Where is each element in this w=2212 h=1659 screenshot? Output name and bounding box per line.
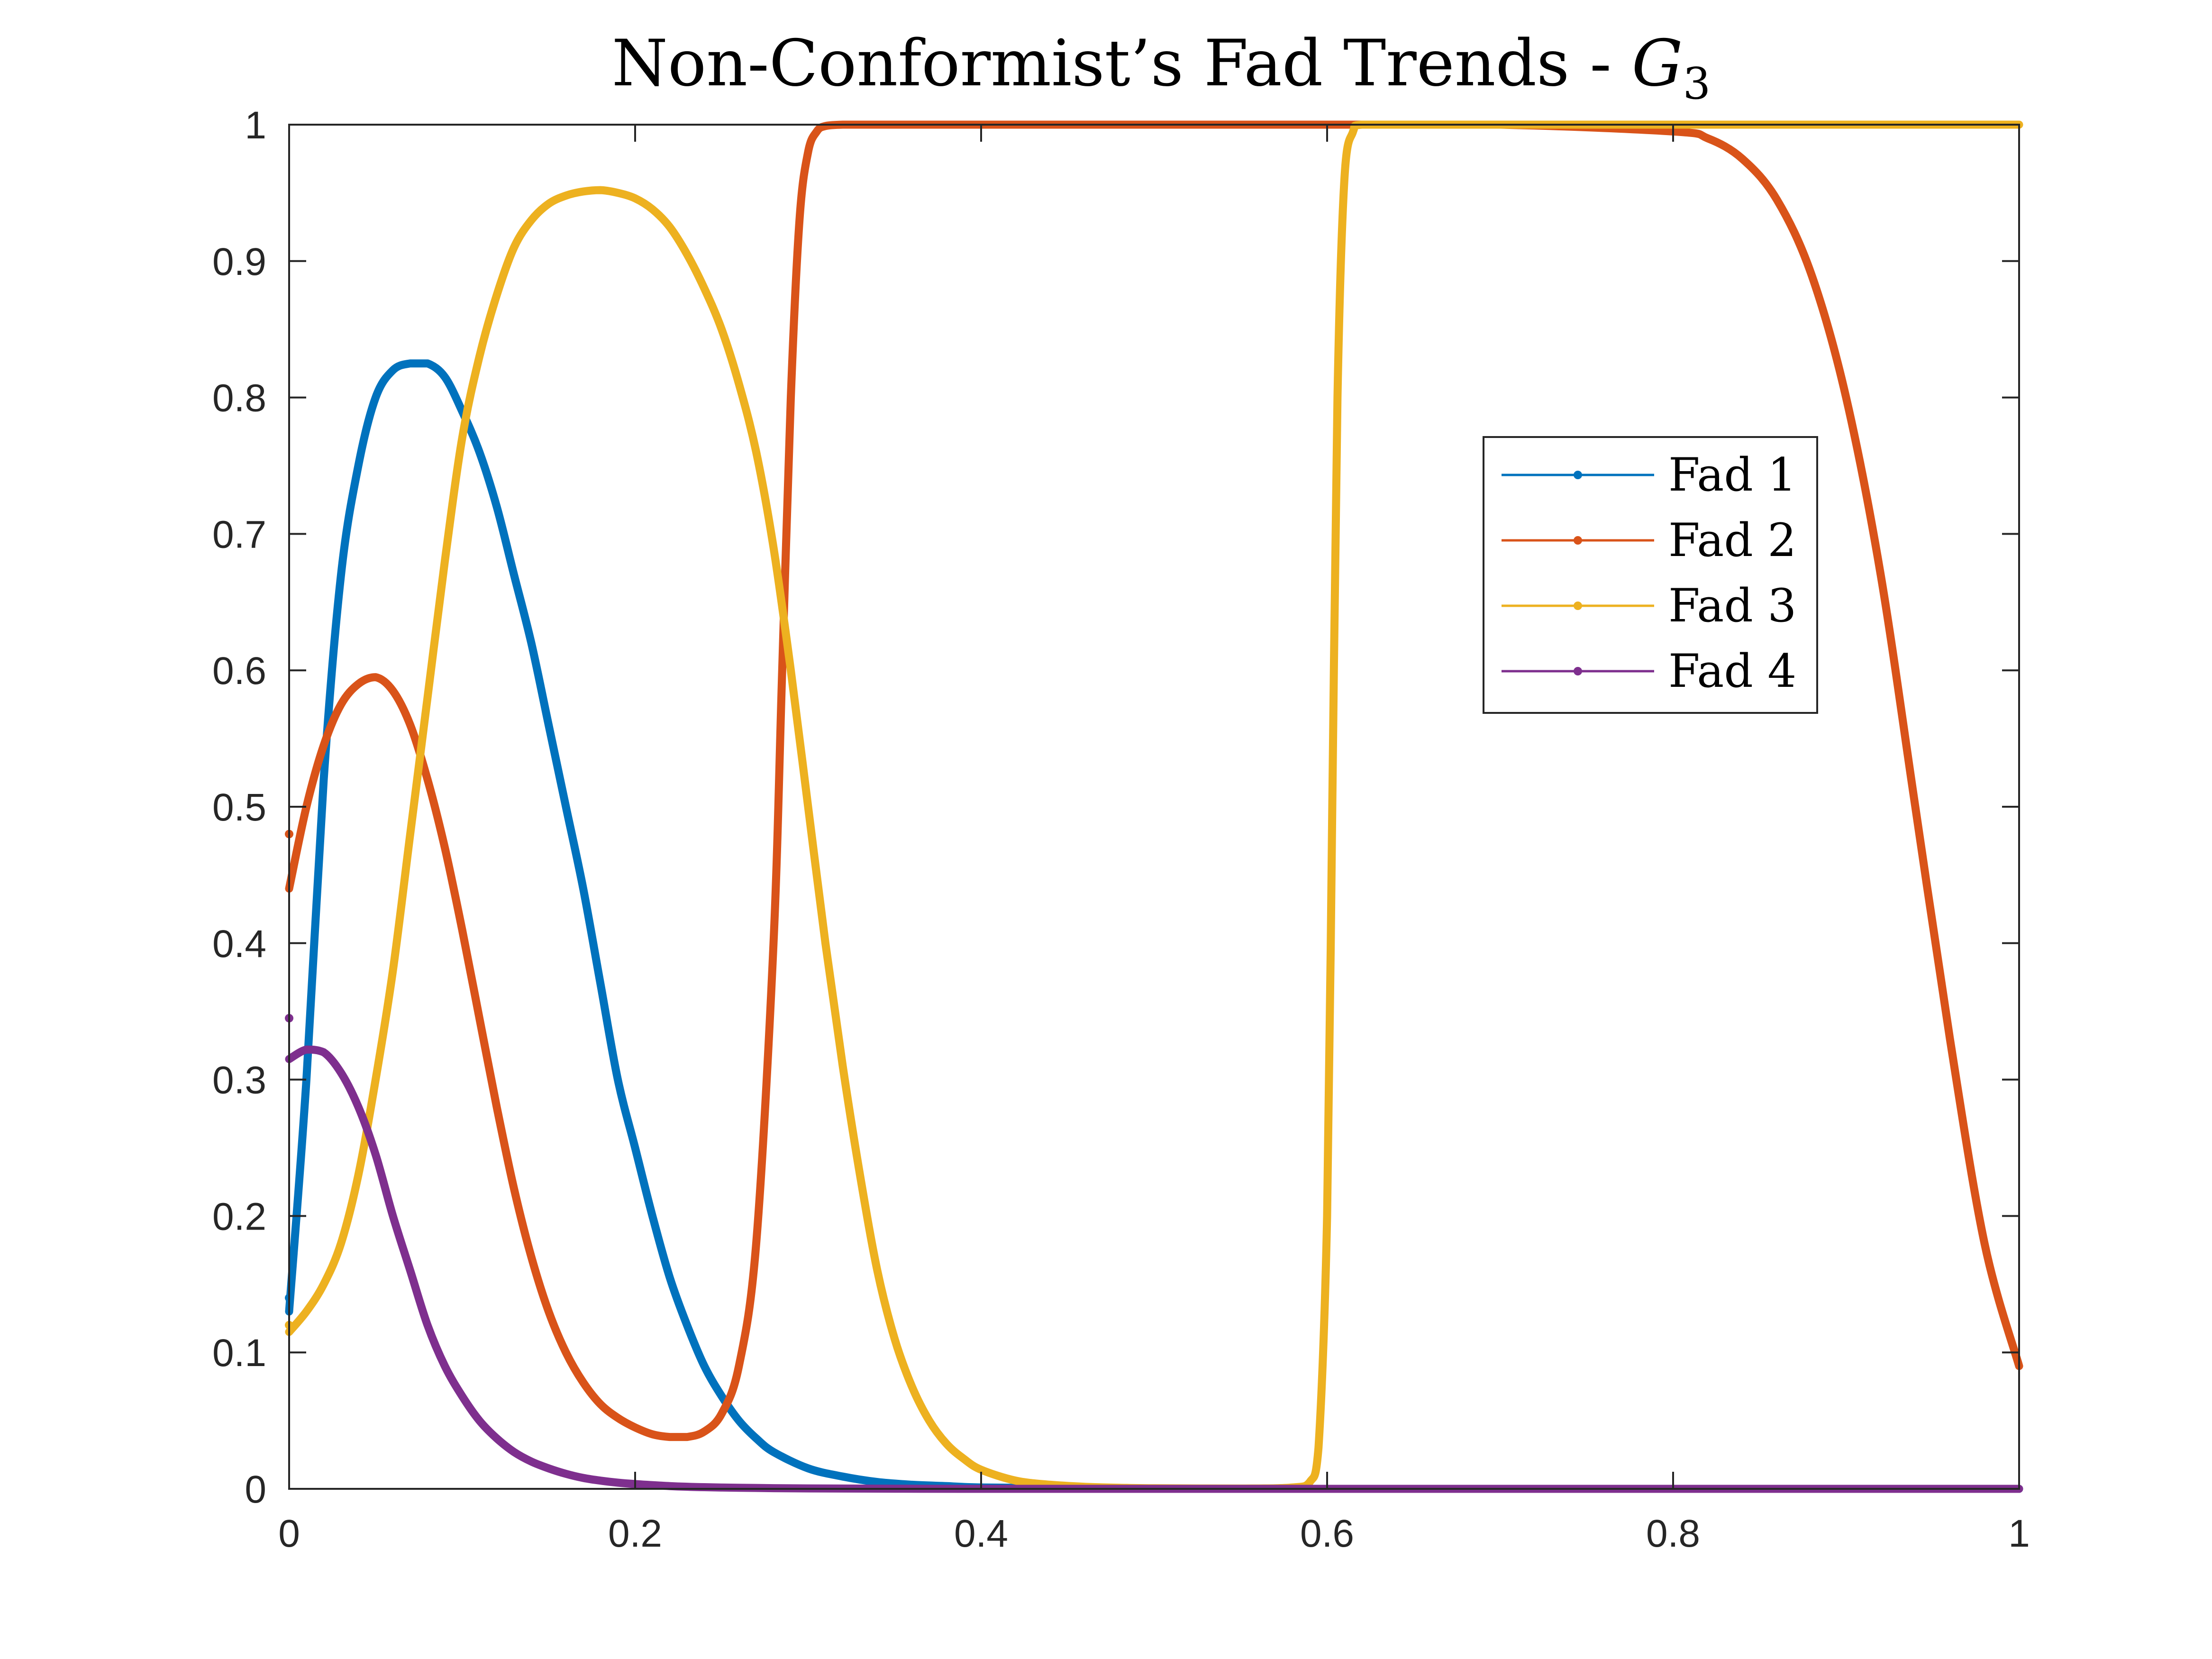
x-tick-label: 0.2 bbox=[608, 1512, 662, 1555]
y-tick-label: 0.8 bbox=[212, 377, 266, 420]
legend-label-fad-2: Fad 2 bbox=[1668, 514, 1796, 567]
x-tick-label: 0.4 bbox=[954, 1512, 1008, 1555]
legend-label-fad-1: Fad 1 bbox=[1668, 448, 1796, 501]
plot-area bbox=[289, 125, 2019, 1489]
axes: 0 0.2 0.4 0.6 0.8 1 0 0.1 0.2 0.3 0.4 0.5 0.6 0.7 0.8 0… bbox=[212, 104, 2030, 1555]
y-tick-label: 0.7 bbox=[212, 513, 266, 556]
y-tick-label: 0.5 bbox=[212, 786, 266, 829]
legend-label-fad-4: Fad 4 bbox=[1668, 645, 1796, 698]
series-line-fad-3 bbox=[285, 120, 2023, 1493]
legend-marker-fad-2 bbox=[1574, 536, 1582, 545]
y-tick-label: 0 bbox=[245, 1468, 266, 1511]
y-tick-label: 0.3 bbox=[212, 1059, 266, 1102]
y-tick-label: 0.9 bbox=[212, 240, 266, 283]
legend-label-fad-3: Fad 3 bbox=[1668, 579, 1796, 632]
legend-marker-fad-3 bbox=[1574, 602, 1582, 610]
legend-marker-fad-4 bbox=[1574, 667, 1582, 675]
chart-title: Non-Conformist’s Fad Trends - G3 bbox=[612, 26, 1711, 109]
chart-title-math: G bbox=[1632, 26, 1683, 100]
chart-title-main: Non-Conformist’s Fad Trends - bbox=[612, 26, 1632, 100]
y-tick-label: 1 bbox=[245, 104, 266, 147]
x-tick-label: 1 bbox=[2008, 1512, 2030, 1555]
chart-title-subscript: 3 bbox=[1683, 58, 1711, 109]
legend-box bbox=[1483, 436, 1818, 714]
y-tick-label: 0.1 bbox=[212, 1331, 266, 1375]
x-tick-label: 0.8 bbox=[1646, 1512, 1700, 1555]
x-tick-label: 0.6 bbox=[1300, 1512, 1354, 1555]
y-tick-label: 0.6 bbox=[212, 649, 266, 693]
legend-marker-fad-1 bbox=[1574, 471, 1582, 479]
y-tick-label: 0.2 bbox=[212, 1195, 266, 1238]
legend: Fad 1 Fad 2 Fad 3 Fad 4 bbox=[1483, 436, 1818, 714]
x-tick-label: 0 bbox=[278, 1512, 300, 1555]
y-tick-label: 0.4 bbox=[212, 922, 266, 966]
